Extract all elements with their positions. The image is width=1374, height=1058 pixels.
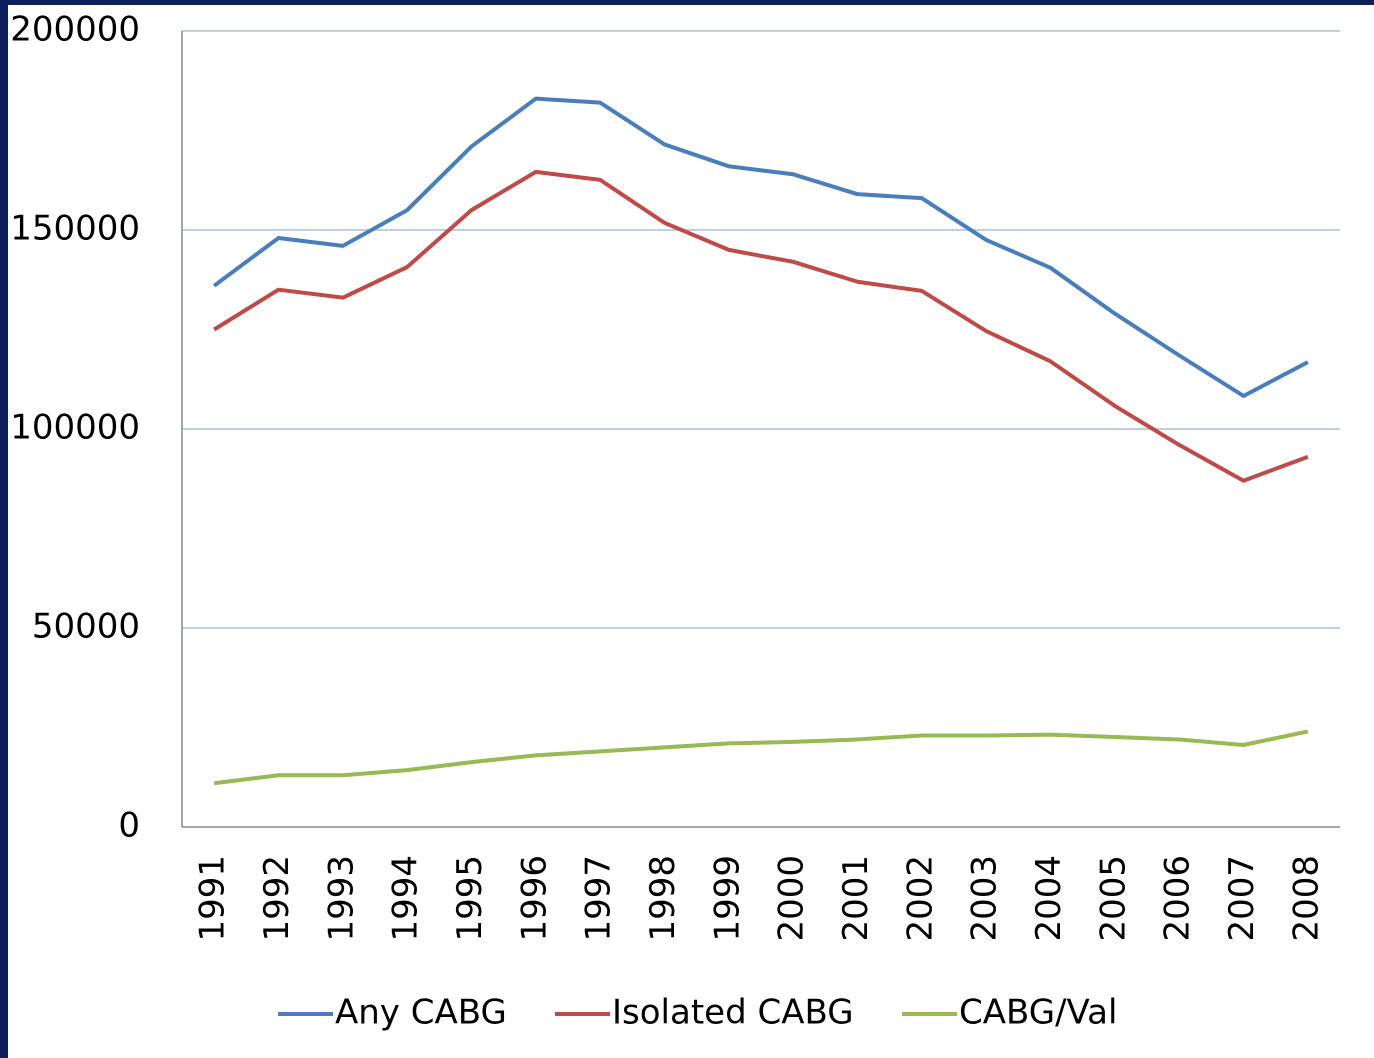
y-tick-label: 100000 <box>10 408 140 448</box>
x-tick-label: 2008 <box>1286 855 1326 942</box>
series-line <box>212 96 1309 398</box>
x-tick-label: 1992 <box>257 855 297 942</box>
x-tick-label: 2004 <box>1029 855 1069 942</box>
x-tick-label: 1995 <box>450 855 490 942</box>
series-line <box>213 729 1309 786</box>
chart-background <box>8 5 1374 1058</box>
x-tick-label: 1998 <box>643 855 683 942</box>
y-tick-label: 0 <box>118 806 140 846</box>
x-tick-label: 2005 <box>1093 855 1133 942</box>
y-tick-label: 50000 <box>32 607 140 647</box>
x-tick-label: 1997 <box>579 855 619 942</box>
legend-label: Isolated CABG <box>612 993 854 1033</box>
x-tick-label: 1994 <box>386 855 426 942</box>
legend-label: CABG/Val <box>959 993 1117 1033</box>
x-tick-label: 2001 <box>836 855 876 942</box>
legend-label: Any CABG <box>335 993 507 1033</box>
x-tick-label: 2000 <box>772 855 812 942</box>
x-tick-label: 1999 <box>707 855 747 942</box>
y-tick-label: 150000 <box>10 209 140 249</box>
x-tick-label: 1991 <box>193 855 233 942</box>
x-tick-label: 2006 <box>1158 855 1198 942</box>
y-tick-label: 200000 <box>10 10 140 50</box>
x-tick-label: 1996 <box>514 855 554 942</box>
series-line <box>213 169 1309 483</box>
x-tick-label: 2007 <box>1222 855 1262 942</box>
x-tick-label: 2002 <box>900 855 940 942</box>
x-tick-label: 1993 <box>321 855 361 942</box>
x-tick-label: 2003 <box>965 855 1005 942</box>
